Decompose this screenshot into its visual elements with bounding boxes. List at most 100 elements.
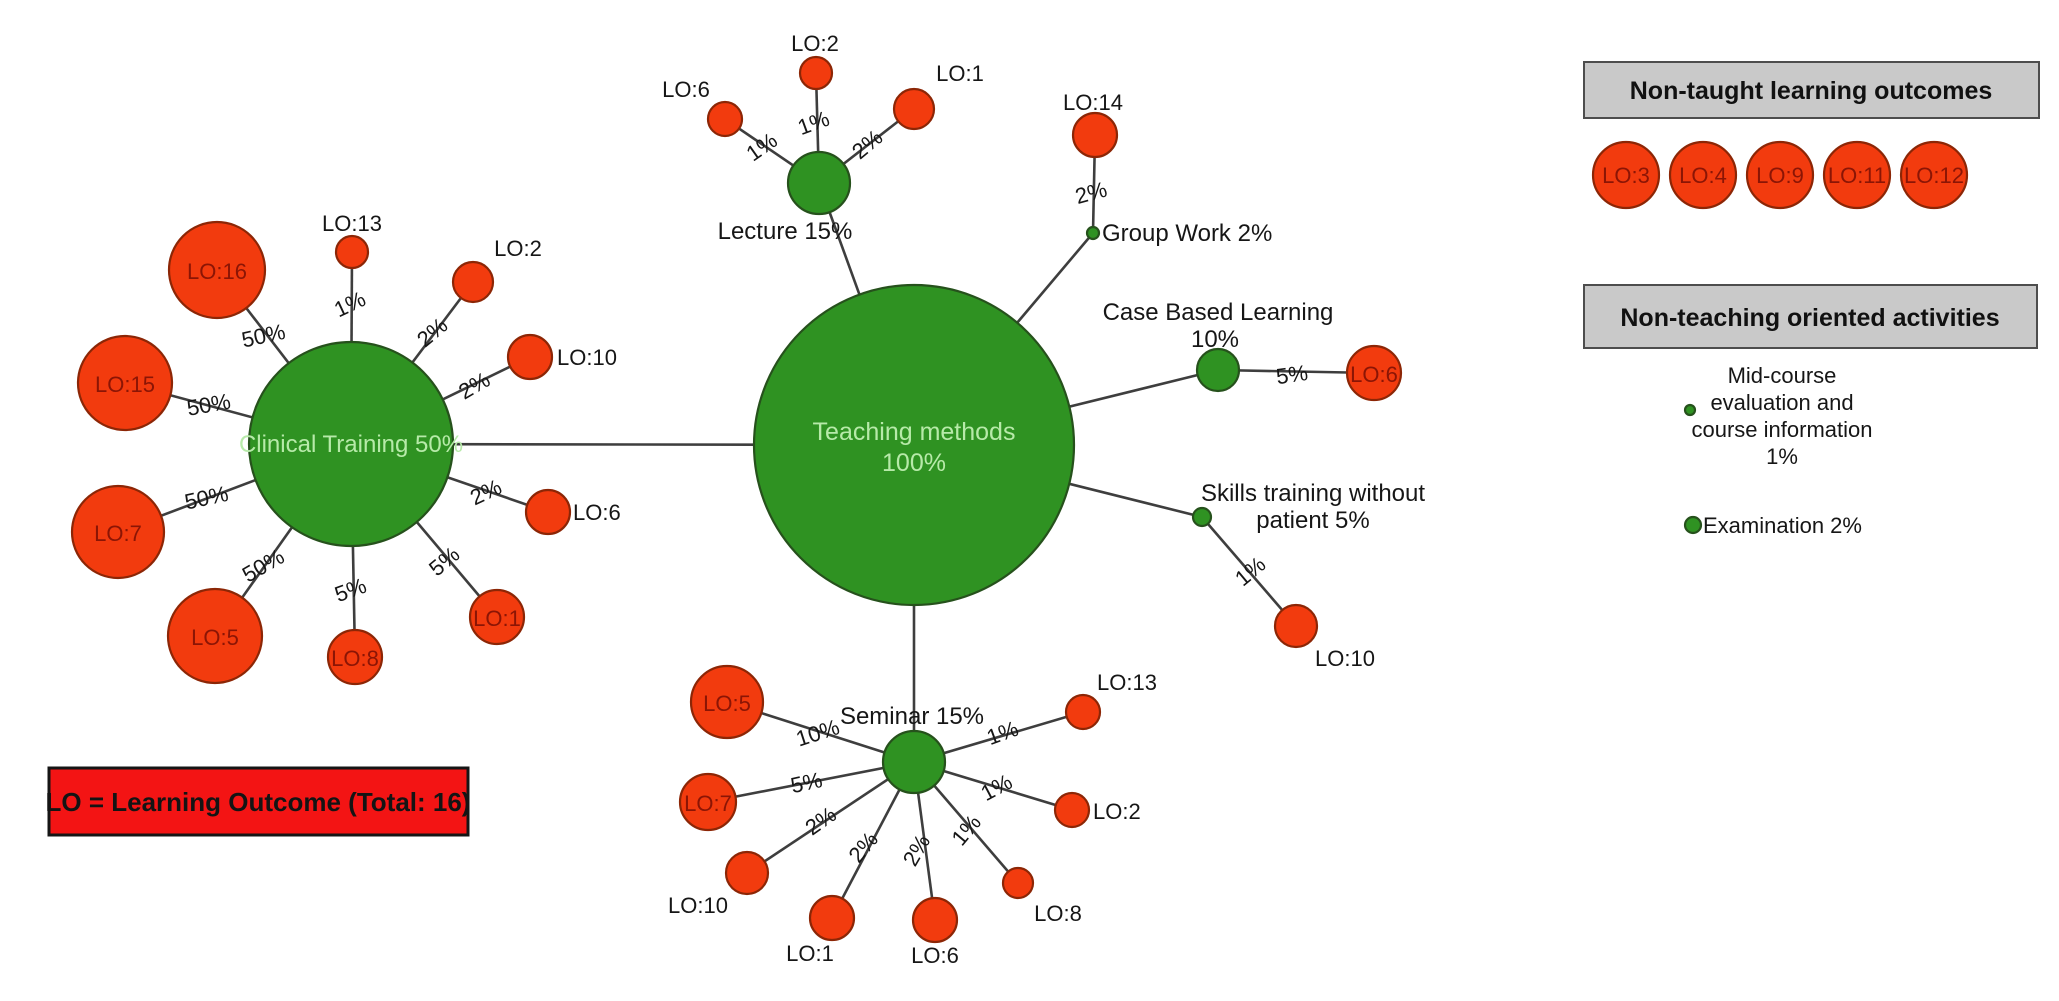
skills-training-node (1191, 506, 1213, 528)
case-based-pct: 10% (1191, 326, 1239, 353)
lo-node-seminar-6 (911, 896, 959, 944)
seminar-hub (881, 729, 947, 795)
edge-pct: 1% (330, 286, 369, 322)
legend-text: LO = Learning Outcome (Total: 16) (46, 787, 471, 817)
lo-label: LO:12 (1904, 163, 1964, 188)
lo-label: LO:5 (703, 691, 751, 716)
lo-node-seminar-2 (1053, 791, 1091, 829)
lo-label: LO:2 (494, 236, 542, 261)
lo-node-lecture-1 (892, 87, 936, 131)
mid-course-pct: 1% (1766, 444, 1798, 469)
lo-label: LO:15 (95, 372, 155, 397)
group-work-node (1085, 225, 1101, 241)
right-panel: Non-taught learning outcomes LO:3 LO:4 L… (1583, 61, 2040, 538)
skills-title-line1: Skills training without (1201, 480, 1425, 507)
lo-node-nontaught-4 (1668, 140, 1738, 210)
lo-node-nontaught-9 (1745, 140, 1815, 210)
lo-label: LO:13 (1097, 670, 1157, 695)
lo-label: LO:7 (94, 521, 142, 546)
lo-node-groupwork-14 (1071, 111, 1119, 159)
lo-label: LO:6 (662, 77, 710, 102)
lo-node-clinical-16 (167, 220, 267, 320)
edge-pct: 1% (977, 769, 1017, 806)
edge-pct: 2% (454, 367, 494, 405)
edge-skills-lo10 (1201, 516, 1297, 627)
non-taught-title: Non-taught learning outcomes (1630, 77, 1993, 105)
edge-pct: 2% (1072, 177, 1109, 209)
case-based-hub (1195, 347, 1241, 393)
mid-course-line1: Mid-course (1728, 363, 1837, 388)
lo-node-seminar-1 (808, 894, 856, 942)
lo-node-clinical-1 (468, 588, 526, 646)
mid-course-line2: evaluation and (1710, 390, 1853, 415)
lo-node-skills-10 (1273, 603, 1319, 649)
teaching-methods-pct: 100% (882, 449, 946, 477)
seminar-label: Seminar 15% (840, 703, 984, 730)
lo-node-seminar-7 (678, 772, 738, 832)
legend-box (47, 766, 470, 837)
examination-node (1683, 515, 1703, 535)
edge-pct: 5% (331, 573, 369, 607)
edge-pct: 1% (794, 106, 832, 140)
lo-label: LO:5 (191, 625, 239, 650)
lo-node-clinical-8 (326, 628, 384, 686)
lo-label: LO:2 (1093, 799, 1141, 824)
lo-label: LO:13 (322, 211, 382, 236)
edge-seminar-lo10 (746, 760, 915, 875)
lo-label: LO:10 (1315, 646, 1375, 671)
lo-node-casebased-6 (1345, 344, 1403, 402)
lo-label: LO:6 (911, 943, 959, 968)
lo-label: LO:3 (1602, 163, 1650, 188)
lo-node-nontaught-12 (1899, 140, 1969, 210)
mid-course-line3: course information (1692, 417, 1873, 442)
clinical-training-label: Clinical Training 50% (239, 431, 463, 458)
teaching-methods-hub (752, 283, 1076, 607)
lo-label: LO:2 (791, 31, 839, 56)
lo-label: LO:1 (786, 941, 834, 966)
lo-node-seminar-13 (1064, 693, 1102, 731)
edge-pct: 2% (466, 474, 505, 510)
edge-pct: 5% (1274, 360, 1309, 389)
lo-node-nontaught-3 (1591, 140, 1661, 210)
lo-node-clinical-15 (76, 334, 174, 432)
lo-node-lecture-6 (706, 100, 744, 138)
lo-node-clinical-6 (524, 488, 572, 536)
lecture-hub (786, 150, 852, 216)
non-teaching-title: Non-teaching oriented activities (1620, 304, 1999, 332)
lo-label: LO:1 (936, 61, 984, 86)
edge-pct: 1% (946, 810, 986, 850)
legend: LO = Learning Outcome (Total: 16) (46, 766, 471, 837)
edge-pct: 50% (239, 319, 287, 353)
lo-node-clinical-7 (70, 484, 166, 580)
lo-label: LO:8 (331, 646, 379, 671)
examination-label: Examination 2% (1703, 513, 1862, 538)
clinical-training-hub (247, 340, 455, 548)
edge-pct: 5% (424, 541, 464, 581)
lo-label: LO:14 (1063, 90, 1123, 115)
lo-node-seminar-5 (689, 664, 765, 740)
non-teaching-header-box (1583, 284, 2038, 349)
edge-pct: 50% (238, 544, 289, 588)
edge-pct: 2% (898, 830, 936, 870)
edge-seminar-lo7 (707, 760, 915, 804)
lo-label: LO:16 (187, 259, 247, 284)
lo-label: LO:9 (1756, 163, 1804, 188)
skills-title-line2: patient 5% (1256, 507, 1369, 534)
lo-node-clinical-2 (451, 260, 495, 304)
lo-label: LO:7 (684, 791, 732, 816)
lo-label: LO:6 (1350, 362, 1398, 387)
lecture-label: Lecture 15% (718, 218, 853, 245)
lo-label: LO:11 (1828, 163, 1886, 188)
lo-node-seminar-8 (1001, 866, 1035, 900)
lo-node-clinical-5 (166, 587, 264, 685)
edge-pct: 1% (983, 716, 1021, 750)
lo-node-nontaught-11 (1822, 140, 1892, 210)
non-taught-header-box (1583, 61, 2040, 119)
edge-pct: 10% (793, 714, 843, 751)
teaching-methods-label: Teaching methods (813, 418, 1016, 446)
lo-label: LO:10 (668, 893, 728, 918)
lo-label: LO:1 (473, 606, 521, 631)
lo-label: LO:8 (1034, 901, 1082, 926)
lo-label: LO:4 (1679, 163, 1727, 188)
